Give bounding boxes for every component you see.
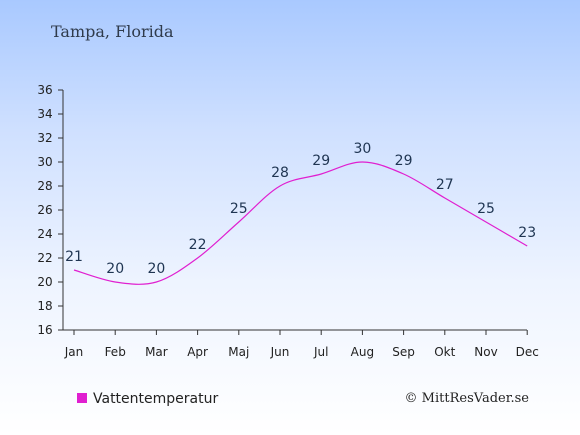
data-label: 25 [477, 201, 495, 217]
y-tick-label: 20 [37, 275, 52, 289]
x-tick-label: Aug [351, 345, 374, 359]
y-tick-label: 36 [37, 83, 52, 97]
y-tick-label: 28 [37, 179, 52, 193]
y-tick-label: 34 [37, 107, 52, 121]
x-tick-label: Feb [105, 345, 126, 359]
data-labels: 21 20 20 22 25 28 29 30 29 27 25 23 [65, 141, 536, 277]
y-tick-label: 30 [37, 155, 52, 169]
x-tick-label: Jun [270, 345, 290, 359]
x-tick-label: Mar [145, 345, 168, 359]
series-line-vattentemperatur [73, 161, 528, 285]
x-ticks: Jan Feb Mar Apr Maj Jun Jul Aug Sep Okt Nov Dec [64, 330, 539, 359]
data-label: 28 [271, 165, 289, 181]
y-tick-label: 16 [37, 323, 52, 337]
y-tick-label: 32 [37, 131, 52, 145]
data-label: 21 [65, 249, 83, 265]
data-label: 25 [230, 201, 248, 217]
x-tick-label: Maj [228, 345, 249, 359]
data-label: 29 [395, 153, 413, 169]
x-tick-label: Okt [434, 345, 455, 359]
x-tick-label: Sep [392, 345, 415, 359]
data-label: 27 [436, 177, 454, 193]
y-tick-label: 26 [37, 203, 52, 217]
y-tick-label: 22 [37, 251, 52, 265]
x-tick-label: Jul [313, 345, 328, 359]
data-label: 20 [147, 261, 165, 277]
x-tick-label: Apr [187, 345, 208, 359]
data-label: 22 [189, 237, 207, 253]
y-tick-label: 18 [37, 299, 52, 313]
data-label: 20 [106, 261, 124, 277]
data-label: 30 [353, 141, 371, 157]
legend-label: Vattentemperatur [93, 391, 218, 407]
chart-title: Tampa, Florida [51, 22, 174, 41]
credit-text[interactable]: © MittResVader.se [405, 391, 530, 406]
legend-swatch [77, 393, 87, 403]
y-ticks: 16 18 20 22 24 26 28 30 32 34 36 [37, 83, 63, 337]
x-tick-label: Nov [474, 345, 497, 359]
data-label: 29 [312, 153, 330, 169]
data-label: 23 [518, 225, 536, 241]
x-tick-label: Dec [516, 345, 539, 359]
x-tick-label: Jan [64, 345, 84, 359]
y-tick-label: 24 [37, 227, 52, 241]
